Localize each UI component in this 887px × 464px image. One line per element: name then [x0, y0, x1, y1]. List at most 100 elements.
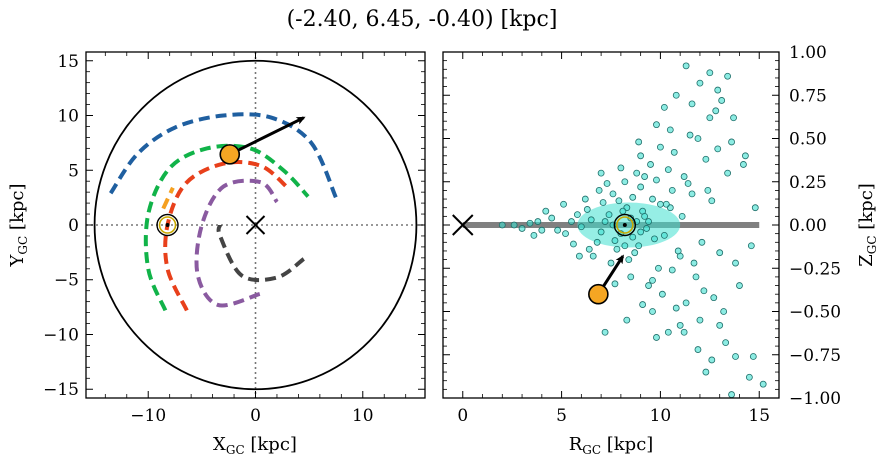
star-point	[706, 69, 714, 77]
right-galactic-center-marker	[452, 214, 474, 236]
star-point	[645, 218, 652, 225]
star-point	[641, 212, 648, 220]
star-point	[498, 221, 506, 229]
right-xtick-label: 5	[556, 406, 567, 426]
star-point	[629, 193, 637, 201]
star-point	[686, 131, 694, 139]
star-point	[526, 219, 534, 227]
right-ytick-label: −0.75	[789, 346, 841, 366]
star-point	[617, 164, 625, 172]
star-point	[647, 161, 654, 168]
star-point	[664, 166, 672, 174]
right-x-axis-label: RGC [kpc]	[569, 434, 654, 457]
right-overlay	[452, 213, 637, 305]
star-point	[696, 316, 704, 324]
star-point	[728, 138, 735, 146]
star-point	[682, 62, 690, 70]
star-point	[740, 161, 747, 168]
right-ytick-label: 0.50	[789, 130, 827, 150]
star-point	[718, 97, 726, 104]
right-ytick-label: −0.50	[789, 303, 841, 323]
right-xtick-label: 0	[457, 406, 468, 426]
star-point	[621, 178, 629, 186]
star-point	[637, 228, 645, 236]
left-plot-area	[86, 52, 425, 398]
star-point	[657, 143, 664, 151]
star-point	[603, 180, 611, 187]
star-point	[625, 256, 633, 264]
star-point	[684, 180, 692, 187]
right-ytick-label: 0.25	[789, 173, 827, 193]
star-point	[619, 207, 627, 215]
star-point	[530, 231, 538, 239]
star-point	[698, 238, 706, 246]
star-point	[554, 226, 562, 234]
star-point	[633, 169, 641, 177]
star-point	[736, 282, 743, 289]
star-point	[690, 259, 698, 267]
star-point	[664, 328, 672, 336]
figure-title: (-2.40, 6.45, -0.40) [kpc]	[287, 7, 558, 32]
left-ytick-label: −10	[43, 325, 79, 345]
star-point	[668, 266, 676, 274]
star-point	[587, 216, 595, 224]
left-y-axis-label: YGC [kpc]	[7, 184, 30, 268]
star-point	[607, 259, 615, 267]
star-point	[730, 114, 737, 122]
left-ytick-label: 10	[57, 107, 79, 127]
right-ytick-label: −1.00	[789, 389, 841, 409]
star-point	[627, 273, 635, 281]
star-point	[601, 218, 609, 225]
star-point	[623, 316, 631, 324]
star-point	[641, 173, 648, 180]
star-point	[645, 282, 652, 289]
star-point	[597, 228, 605, 236]
left-xtick-label: −10	[130, 406, 166, 426]
star-point	[672, 91, 680, 99]
star-point	[653, 334, 660, 341]
star-point	[688, 190, 696, 198]
star-point	[747, 242, 755, 250]
star-point	[732, 353, 739, 360]
star-point	[716, 249, 724, 257]
star-point	[562, 230, 569, 238]
right-xtick-label: 10	[650, 406, 672, 426]
star-point	[692, 273, 700, 281]
left-ticks: −10 0 10 −15 −10 −5 0 5 10 15	[43, 52, 425, 426]
star-point	[655, 264, 662, 272]
galaxy-boundary-circle	[93, 59, 418, 391]
left-ytick-label: 15	[57, 52, 79, 72]
star-point	[599, 199, 607, 206]
star-point	[724, 72, 732, 80]
star-point	[704, 186, 712, 194]
star-point	[570, 240, 577, 248]
left-overlay	[219, 116, 306, 165]
star-point	[694, 346, 702, 353]
star-point	[749, 353, 757, 360]
star-point	[668, 186, 676, 194]
left-ytick-label: 5	[68, 161, 79, 181]
star-point	[568, 218, 575, 225]
left-ytick-label: −5	[54, 271, 79, 291]
star-point	[534, 218, 542, 225]
star-point	[702, 155, 710, 163]
spiral-arm-2	[143, 143, 310, 312]
galactic-plane-panel: −10 0 10 −15 −10 −5 0 5 10 15 XGC [kpc] YGC [kpc]	[7, 51, 426, 457]
sun-marker-ring	[158, 216, 177, 234]
right-ytick-label: −0.25	[789, 259, 841, 279]
right-sun-marker-ring	[616, 216, 634, 234]
star-point	[660, 103, 668, 111]
star-point	[631, 249, 639, 257]
star-point	[728, 391, 735, 398]
right-plot-area	[462, 62, 767, 398]
spiral-arm-3	[161, 186, 175, 210]
star-point	[708, 197, 716, 205]
left-ytick-label: −15	[43, 380, 79, 400]
right-sun-marker-dot	[622, 223, 627, 227]
star-point	[696, 79, 704, 87]
left-xtick-label: 0	[250, 406, 261, 426]
star-point	[702, 368, 710, 376]
right-y-axis-label: ZGC [kpc]	[856, 183, 879, 267]
right-xtick-label: 15	[748, 406, 770, 426]
